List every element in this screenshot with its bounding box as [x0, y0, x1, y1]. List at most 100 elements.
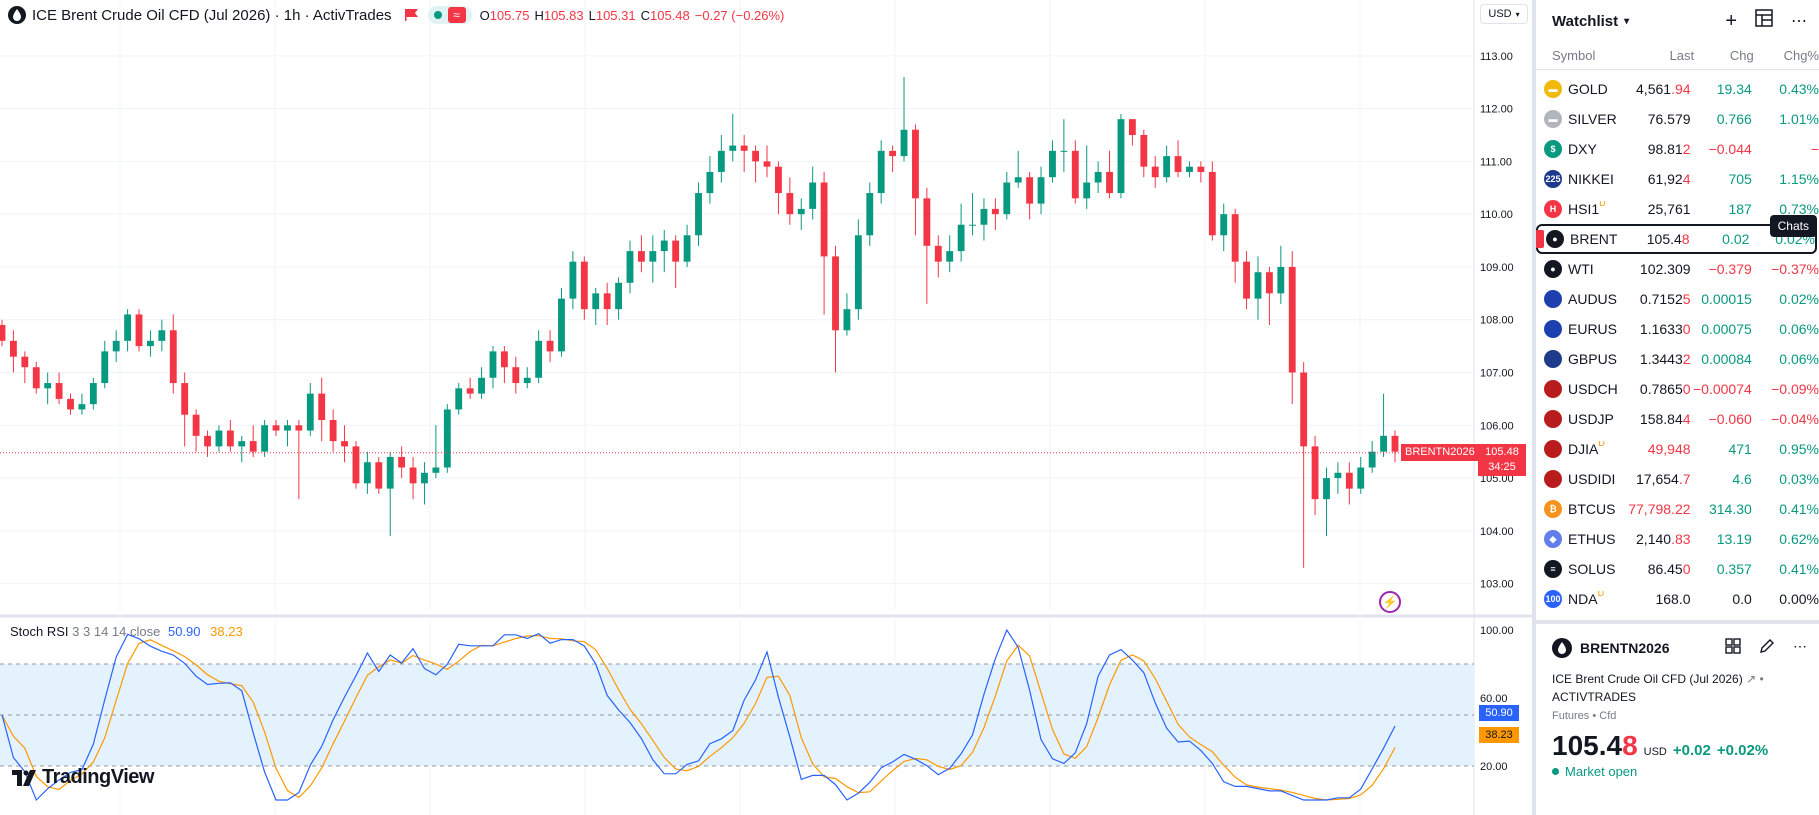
candle-body: [0, 325, 6, 341]
row-last-tail: .7: [1678, 471, 1691, 487]
column-symbol[interactable]: Symbol: [1552, 48, 1596, 63]
row-chg: −0.044: [1708, 141, 1752, 157]
row-last-main: 1.1633: [1639, 321, 1683, 337]
candle-body: [809, 182, 817, 209]
watchlist-row-djia[interactable]: DJIA D 49,948 471 0.95%: [1536, 434, 1819, 464]
flag-icon[interactable]: [404, 8, 420, 22]
column-chg-pct[interactable]: Chg%: [1783, 48, 1819, 63]
watchlist-header: Watchlist ▾ + ⋯: [1536, 0, 1819, 42]
candle-body: [980, 208, 988, 225]
candle-body: [877, 150, 885, 194]
candle-body: [478, 377, 485, 394]
row-last-main: 1.3443: [1639, 351, 1683, 367]
currency-selector[interactable]: USD ▾: [1480, 4, 1528, 24]
row-symbol: SOLUS: [1568, 561, 1625, 577]
row-symbol: GOLD: [1568, 81, 1625, 97]
indicator-name[interactable]: Stoch RSI: [10, 624, 69, 639]
row-symbol-text: NDA: [1568, 591, 1598, 607]
candle-body: [637, 251, 645, 262]
more-options-icon[interactable]: ⋯: [1793, 637, 1807, 654]
row-last-main: 17,654: [1636, 471, 1679, 487]
grid-layout-icon[interactable]: [1725, 637, 1741, 659]
data-status-pill[interactable]: ≈: [427, 6, 472, 24]
row-symbol: BRENT: [1570, 231, 1626, 247]
row-last-main: 98.81: [1647, 141, 1683, 157]
watchlist-row-ethus[interactable]: ◆ ETHUS 2,140.83 13.19 0.62%: [1536, 524, 1819, 554]
ohlc-value: 105.48: [650, 7, 690, 23]
watchlist-row-wti[interactable]: ● WTI 102.309 −0.379 −0.37%: [1536, 254, 1819, 284]
candle-body: [181, 383, 189, 415]
candle-body: [832, 256, 839, 331]
candle-body: [1380, 435, 1388, 452]
details-exchange[interactable]: ACTIVTRADES: [1552, 690, 1637, 704]
row-symbol: EURUS: [1568, 321, 1625, 337]
details-price-tail: 8: [1622, 730, 1638, 761]
row-symbol-text: WTI: [1568, 261, 1594, 277]
watchlist-row-hsi1[interactable]: H HSI1 D 25,761 187 0.73%: [1536, 194, 1819, 224]
row-last: 168.0: [1625, 591, 1690, 607]
row-symbol-text: BRENT: [1570, 231, 1618, 247]
watchlist-title[interactable]: Watchlist ▾: [1552, 13, 1629, 30]
us-flag-icon: [1544, 380, 1562, 398]
watchlist-row-dxy[interactable]: $ DXY 98.812 −0.044 −: [1536, 134, 1819, 164]
watchlist-row-usdjp[interactable]: USDJP 158.844 −0.060 −0.04%: [1536, 404, 1819, 434]
table-view-icon[interactable]: [1755, 9, 1773, 33]
watchlist-row-usdch[interactable]: USDCH 0.78650 −0.00074 −0.09%: [1536, 374, 1819, 404]
candle-body: [455, 388, 463, 410]
row-symbol-text: GOLD: [1568, 81, 1608, 97]
details-name[interactable]: ICE Brent Crude Oil CFD (Jul 2026): [1552, 672, 1743, 686]
watchlist-row-nda[interactable]: 100 NDA D 168.0 0.0 0.00%: [1536, 584, 1819, 610]
candle-body: [67, 398, 74, 410]
watchlist-row-solus[interactable]: ≡ SOLUS 86.450 0.357 0.41%: [1536, 554, 1819, 584]
row-chg-pct: 0.41%: [1779, 501, 1819, 517]
last-price-value: 105.48: [1485, 445, 1519, 458]
symbol-price-label: BRENTN2026: [1401, 443, 1479, 461]
row-chg-pct: 1.15%: [1779, 171, 1819, 187]
row-chg-pct: −0.37%: [1771, 261, 1819, 277]
details-symbol[interactable]: BRENTN2026: [1580, 640, 1670, 656]
delayed-badge: D: [1598, 441, 1605, 448]
watchlist-row-btcus[interactable]: ₿ BTCUS 77,798.22 314.30 0.41%: [1536, 494, 1819, 524]
us-flag-icon: [1544, 470, 1562, 488]
add-symbol-icon[interactable]: +: [1725, 9, 1737, 32]
row-last-tail: 5: [1682, 291, 1691, 307]
candle-body: [569, 261, 577, 299]
chart-canvas[interactable]: 113.00 112.00 111.00 110.00 109.00 108.00 107.…: [0, 0, 1532, 815]
watchlist-row-gold[interactable]: ▬ GOLD 4,561.94 19.34 0.43%: [1536, 74, 1819, 104]
column-last[interactable]: Last: [1669, 48, 1695, 63]
row-symbol: HSI1 D: [1568, 201, 1625, 217]
watchlist-row-gbpus[interactable]: GBPUS 1.34432 0.00084 0.06%: [1536, 344, 1819, 374]
candle-body: [991, 208, 999, 215]
tradingview-logo[interactable]: TradingView: [12, 766, 154, 789]
watchlist-row-audus[interactable]: AUDUS 0.71525 0.00015 0.02%: [1536, 284, 1819, 314]
more-options-icon[interactable]: ⋯: [1791, 13, 1807, 30]
row-symbol-text: HSI1: [1568, 201, 1600, 217]
solana-icon: ≡: [1544, 560, 1562, 578]
oil-drop-icon: [1552, 638, 1572, 658]
candle-body: [1163, 156, 1171, 178]
lightning-icon[interactable]: ⚡: [1379, 591, 1401, 613]
candle-body: [1265, 272, 1273, 294]
watchlist-row-nikkei[interactable]: 225 NIKKEI 61,924 705 1.15%: [1536, 164, 1819, 194]
candle-body: [272, 425, 280, 431]
candle-body: [1014, 177, 1022, 183]
candle-body: [1174, 156, 1182, 172]
candle-body: [843, 309, 851, 331]
price-axis-label: 109.00: [1480, 262, 1514, 274]
details-price-main: 105.4: [1552, 730, 1623, 761]
chart-area[interactable]: 113.00 112.00 111.00 110.00 109.00 108.00 107.…: [0, 0, 1532, 815]
ohlc-key: C: [640, 7, 650, 23]
edit-icon[interactable]: [1759, 638, 1775, 659]
chart-title[interactable]: ICE Brent Crude Oil CFD (Jul 2026) · 1h …: [32, 6, 392, 24]
candle-body: [1128, 119, 1136, 135]
watchlist-row-silver[interactable]: ▬ SILVER 76.579 0.766 1.01%: [1536, 104, 1819, 134]
watchlist-row-eurus[interactable]: EURUS 1.16330 0.00075 0.06%: [1536, 314, 1819, 344]
row-chg-pct: 0.02%: [1779, 291, 1819, 307]
watchlist-row-usdidi[interactable]: USDIDI 17,654.7 4.6 0.03%: [1536, 464, 1819, 494]
row-chg-pct: 0.43%: [1779, 81, 1819, 97]
external-link-icon[interactable]: ↗: [1746, 672, 1757, 686]
details-change-pct: +0.02%: [1716, 742, 1769, 759]
row-chg: 0.0: [1732, 591, 1752, 607]
column-chg[interactable]: Chg: [1729, 48, 1754, 63]
watchlist-row-brent[interactable]: ● BRENT 105.48 0.02 0.02%: [1536, 224, 1817, 254]
